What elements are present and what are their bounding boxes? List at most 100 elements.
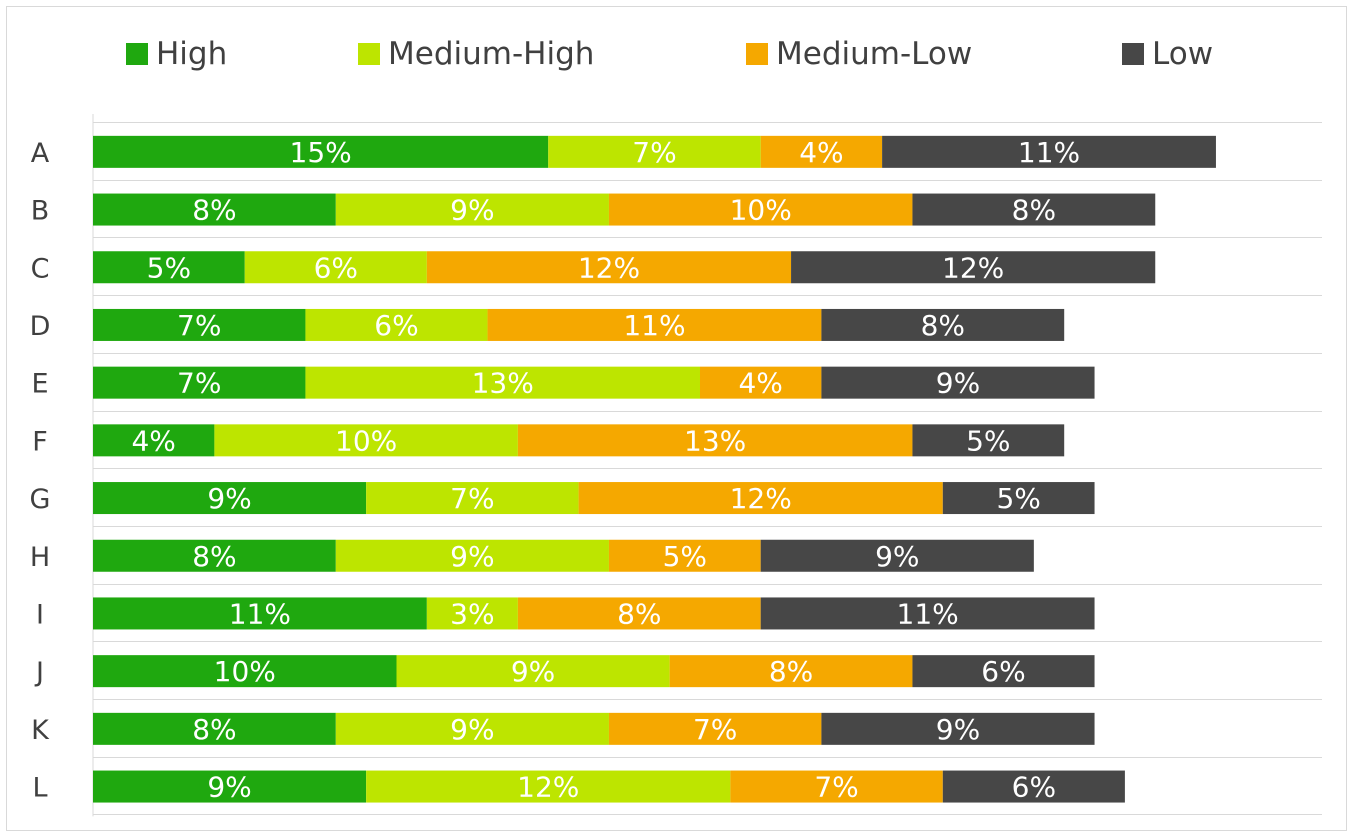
data-label-high: 9%: [207, 482, 251, 515]
data-label-medium-low: 8%: [617, 597, 661, 630]
bar-segment-medium-high: [305, 366, 700, 399]
bar-segment-medium-high: [335, 539, 609, 572]
bar-segment-high: [93, 655, 397, 688]
gridlines: [92, 114, 1322, 817]
bar-segment-low: [912, 424, 1065, 457]
data-label-medium-low: 7%: [693, 713, 737, 746]
bar-segment-low: [791, 251, 1156, 284]
bar-segment-medium-low: [760, 135, 883, 168]
bar-segment-high: [93, 308, 306, 341]
bar-segment-medium-high: [426, 597, 518, 630]
bar-segment-medium-low: [730, 770, 943, 803]
category-label-i: I: [36, 599, 44, 630]
category-label-f: F: [32, 426, 48, 457]
legend: High Medium-High Medium-Low Low: [0, 0, 1354, 100]
data-label-medium-low: 11%: [623, 309, 685, 342]
data-label-high: 10%: [214, 655, 276, 688]
data-label-medium-high: 9%: [450, 194, 494, 227]
bar-segment-high: [93, 193, 336, 226]
data-label-low: 9%: [936, 713, 980, 746]
bar-segment-medium-high: [396, 655, 670, 688]
legend-label-medium-low: Medium-Low: [776, 36, 973, 72]
bar-segment-high: [93, 424, 215, 457]
data-label-medium-low: 5%: [663, 540, 707, 573]
bar-segment-medium-high: [305, 308, 488, 341]
bar-segment-medium-high: [335, 193, 609, 226]
data-label-low: 11%: [1018, 136, 1080, 169]
bar-segment-medium-high: [335, 712, 609, 745]
data-label-high: 8%: [192, 713, 236, 746]
data-label-medium-low: 4%: [799, 136, 843, 169]
bar-segment-high: [93, 251, 245, 284]
bar-segment-medium-low: [426, 251, 792, 284]
bar-segment-medium-high: [366, 482, 579, 515]
bar-segment-medium-low: [608, 539, 761, 572]
bar-segment-low: [821, 366, 1095, 399]
bar-segment-medium-low: [517, 597, 761, 630]
legend-swatch-medium-high: [358, 43, 380, 65]
bar-segment-high: [93, 366, 306, 399]
bar-segment-low: [821, 712, 1095, 745]
data-label-high: 4%: [131, 424, 175, 457]
data-label-medium-low: 12%: [730, 482, 792, 515]
data-label-medium-high: 6%: [314, 251, 358, 284]
bar-segment-low: [760, 539, 1034, 572]
legend-label-high: High: [156, 36, 228, 72]
bar-segment-low: [912, 193, 1156, 226]
category-label-d: D: [30, 311, 51, 342]
data-label-low: 11%: [897, 597, 959, 630]
data-label-low: 5%: [996, 482, 1040, 515]
data-label-high: 7%: [177, 309, 221, 342]
legend-item-medium-high: Medium-High: [358, 34, 594, 74]
data-label-medium-high: 10%: [335, 424, 397, 457]
data-label-medium-high: 6%: [374, 309, 418, 342]
data-label-medium-low: 4%: [738, 367, 782, 400]
bar-segment-medium-low: [578, 482, 943, 515]
bar-segment-high: [93, 770, 367, 803]
legend-label-medium-high: Medium-High: [388, 36, 595, 72]
legend-swatch-low: [1122, 43, 1144, 65]
data-label-high: 8%: [192, 194, 236, 227]
legend-item-medium-low: Medium-Low: [746, 34, 972, 74]
data-label-high: 5%: [147, 251, 191, 284]
bar-segment-low: [760, 597, 1095, 630]
bar-segment-medium-high: [214, 424, 518, 457]
data-label-low: 6%: [1012, 771, 1056, 804]
category-label-l: L: [32, 773, 47, 804]
legend-swatch-high: [126, 43, 148, 65]
data-label-low: 5%: [966, 424, 1010, 457]
bar-segment-medium-low: [700, 366, 822, 399]
bar-segment-medium-low: [608, 193, 913, 226]
category-label-e: E: [31, 369, 48, 400]
bar-segment-high: [93, 597, 427, 630]
category-label-k: K: [31, 715, 50, 746]
data-label-low: 6%: [981, 655, 1025, 688]
category-label-c: C: [31, 253, 50, 284]
bar-segment-low: [912, 655, 1095, 688]
bar-segment-low: [821, 308, 1065, 341]
legend-item-high: High: [126, 34, 227, 74]
data-label-medium-high: 13%: [472, 367, 534, 400]
data-label-medium-high: 7%: [632, 136, 676, 169]
data-label-medium-low: 8%: [769, 655, 813, 688]
data-label-low: 12%: [942, 251, 1004, 284]
bar-segment-medium-low: [517, 424, 913, 457]
category-label-b: B: [31, 196, 50, 227]
bar-segment-high: [93, 712, 336, 745]
data-label-high: 15%: [290, 136, 352, 169]
bar-segment-medium-high: [366, 770, 731, 803]
bar-segment-low: [942, 482, 1095, 515]
bar-segment-medium-low: [669, 655, 913, 688]
legend-label-low: Low: [1152, 36, 1214, 72]
data-label-medium-low: 10%: [730, 194, 792, 227]
data-label-medium-high: 7%: [450, 482, 494, 515]
legend-swatch-medium-low: [746, 43, 768, 65]
legend-item-low: Low: [1122, 34, 1213, 74]
data-label-low: 9%: [875, 540, 919, 573]
bar-segment-medium-low: [487, 308, 822, 341]
bar-segment-medium-high: [548, 135, 761, 168]
bar-segment-high: [93, 135, 549, 168]
data-label-low: 9%: [936, 367, 980, 400]
